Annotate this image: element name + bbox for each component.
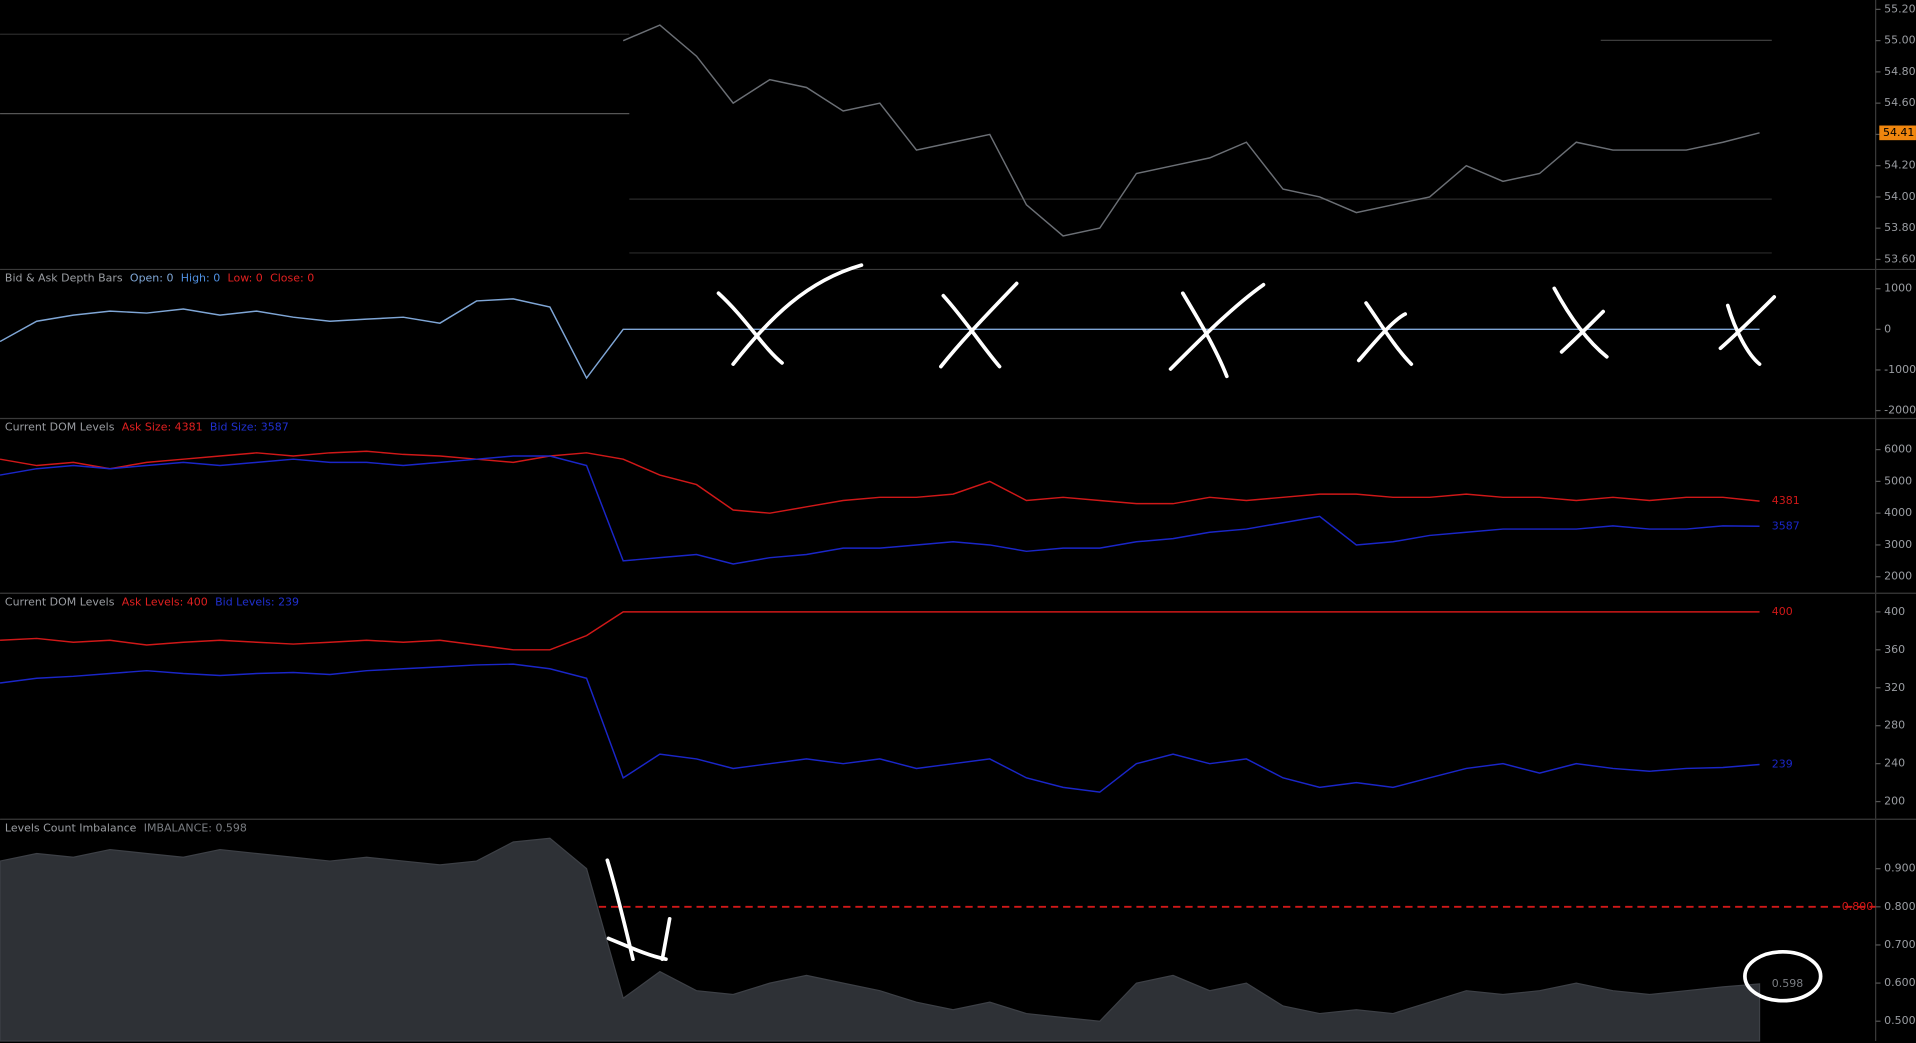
series-area	[0, 837, 1761, 1042]
y-tick-label: 280	[1884, 719, 1905, 732]
y-tick-label: 0.600	[1884, 976, 1915, 989]
y-tick-label: 0.700	[1884, 938, 1915, 951]
last-value-label: 239	[1772, 758, 1793, 771]
scribble	[716, 263, 864, 366]
y-tick-label: 55.00	[1884, 34, 1915, 47]
pane-title: Levels Count Imbalance	[5, 821, 137, 834]
header-item: IMBALANCE: 0.598	[144, 821, 247, 834]
y-tick-label: -2000	[1884, 404, 1916, 417]
scribble	[1356, 301, 1414, 366]
y-tick-label: 320	[1884, 681, 1905, 694]
scribble	[1552, 286, 1609, 359]
y-tick-label: 360	[1884, 643, 1905, 656]
header-item: Open: 0	[130, 272, 174, 285]
y-tick-label: -1000	[1884, 363, 1916, 376]
y-tick-label: 54.60	[1884, 96, 1915, 109]
y-tick-label: 0.500	[1884, 1014, 1915, 1027]
y-tick-label: 54.20	[1884, 159, 1915, 172]
header-item: Ask Size: 4381	[122, 421, 203, 434]
y-tick-label: 0.800	[1884, 900, 1915, 913]
last-value-box	[1879, 125, 1916, 141]
annotations	[605, 263, 1823, 1003]
last-value-label: 400	[1772, 605, 1793, 618]
series-line	[0, 455, 1760, 565]
y-tick-label: 1000	[1884, 282, 1912, 295]
y-tick-label: 4000	[1884, 506, 1912, 519]
last-value-label: 4381	[1772, 494, 1800, 507]
y-tick-label: 400	[1884, 605, 1905, 618]
y-tick-label: 5000	[1884, 474, 1912, 487]
header-item: Bid Size: 3587	[210, 421, 289, 434]
threshold-label: 0.800	[1842, 900, 1873, 913]
series-line	[0, 450, 1760, 514]
y-tick-label: 240	[1884, 757, 1905, 770]
y-tick-label: 0.900	[1884, 862, 1915, 875]
scribble	[1718, 295, 1777, 366]
last-value-label: 0.598	[1772, 977, 1803, 990]
scribble	[1168, 282, 1266, 379]
y-tick-label: 53.80	[1884, 221, 1915, 234]
y-tick-label: 3000	[1884, 538, 1912, 551]
series-line	[0, 611, 1760, 651]
last-value-label: 3587	[1772, 519, 1800, 532]
y-tick-label: 54.80	[1884, 65, 1915, 78]
y-tick-label: 6000	[1884, 443, 1912, 456]
pane-title: Current DOM Levels	[5, 421, 115, 434]
y-tick-label: 54.00	[1884, 190, 1915, 203]
y-tick-label: 2000	[1884, 570, 1912, 583]
y-tick-label: 53.60	[1884, 252, 1915, 265]
scribble	[939, 281, 1019, 369]
header-item: High: 0	[181, 272, 220, 285]
pane-title: Current DOM Levels	[5, 595, 115, 608]
y-tick-label: 200	[1884, 795, 1905, 808]
header-item: Bid Levels: 239	[215, 595, 299, 608]
order-book-lines	[0, 33, 1772, 254]
header-item: Low: 0	[228, 272, 263, 285]
series-line	[622, 24, 1760, 237]
y-tick-label: 55.20	[1884, 2, 1915, 15]
header-item: Close: 0	[270, 272, 314, 285]
circle-mark	[1743, 950, 1823, 1003]
series-line	[0, 663, 1760, 793]
header-item: Ask Levels: 400	[122, 595, 208, 608]
scribble	[605, 858, 672, 962]
series-line	[0, 298, 1760, 380]
last-value-label: 54.41	[1883, 126, 1914, 139]
y-tick-label: 0	[1884, 322, 1891, 335]
pane-title: Bid & Ask Depth Bars	[5, 272, 123, 285]
